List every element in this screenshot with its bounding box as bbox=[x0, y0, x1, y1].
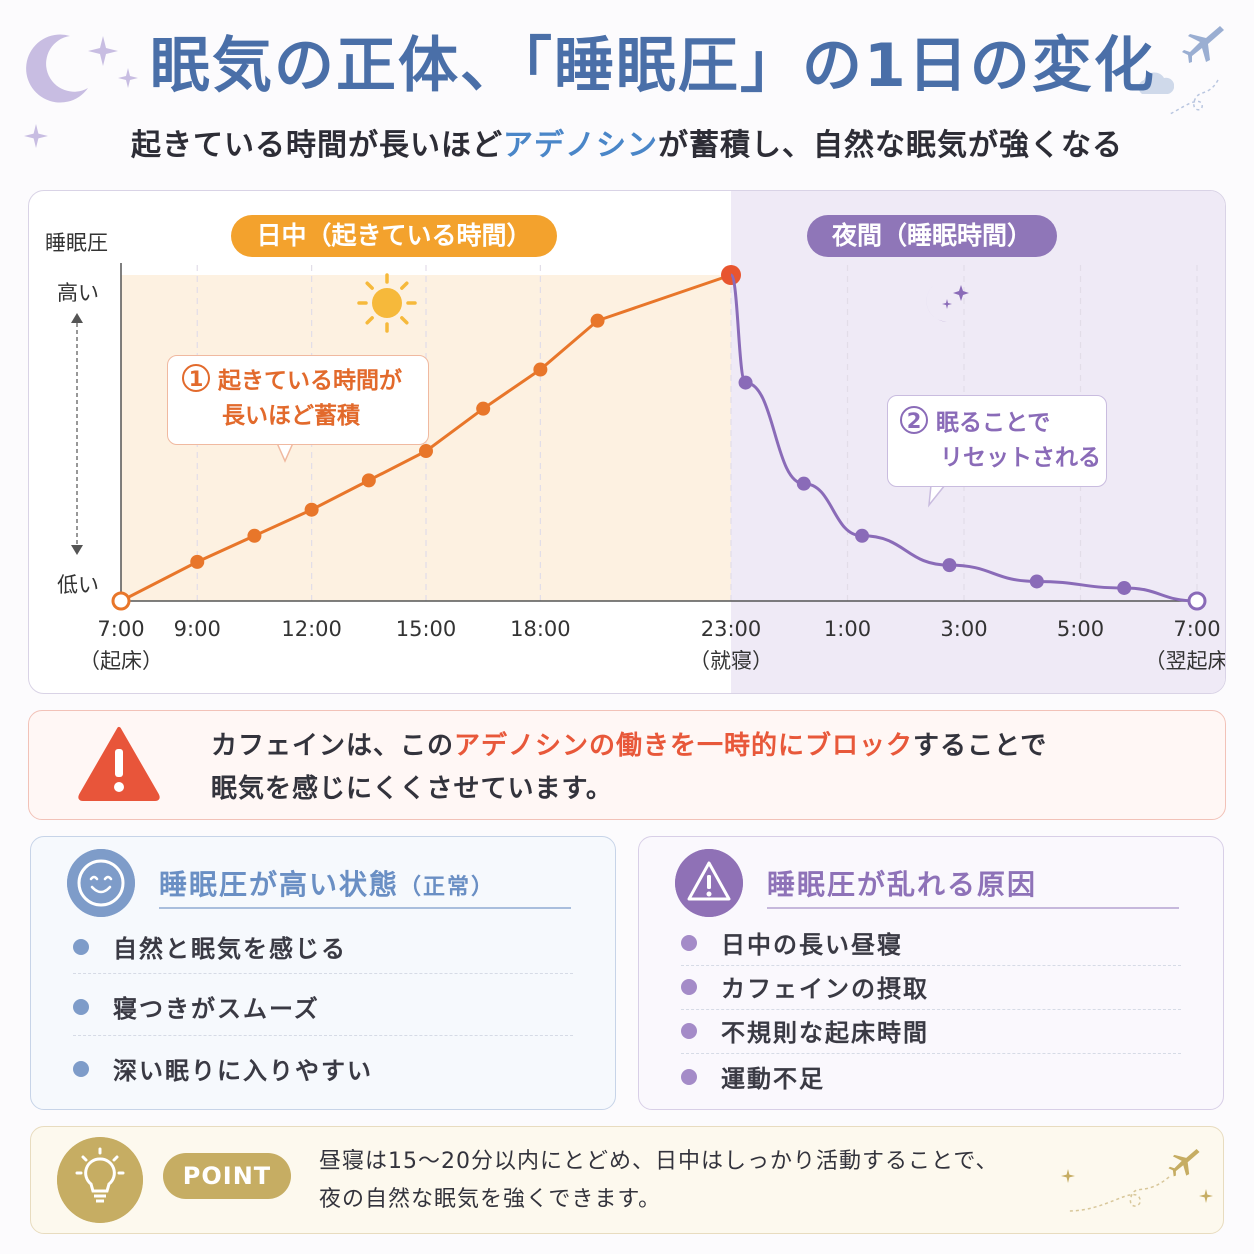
point-badge: POINT bbox=[163, 1153, 291, 1199]
page-title: 眠気の正体、「睡眠圧」の1日の変化 bbox=[150, 31, 1156, 101]
y-low-label: 低い bbox=[57, 573, 99, 597]
data-point bbox=[190, 554, 205, 569]
data-point bbox=[361, 473, 376, 488]
list-separator bbox=[681, 1053, 1181, 1054]
cloud-icon bbox=[1138, 72, 1174, 94]
list-item: 深い眠りに入りやすい bbox=[73, 1051, 573, 1086]
callout-pointer bbox=[276, 442, 294, 463]
nighttime-region-label: 夜間（睡眠時間） bbox=[807, 215, 1057, 257]
x-tick-label: 12:00 bbox=[281, 617, 342, 641]
y-axis-title: 睡眠圧 bbox=[45, 231, 108, 255]
sun-ray bbox=[365, 316, 374, 325]
point-panel: POINT 昼寝は15〜20分以内にとどめ、日中はしっかり活動することで、 夜の自… bbox=[30, 1126, 1224, 1234]
smile-icon bbox=[67, 849, 135, 917]
flight-path-decoration bbox=[1068, 1176, 1170, 1212]
x-tick-sublabel: （起床） bbox=[79, 649, 163, 673]
arrow-down-icon bbox=[71, 545, 83, 555]
sun-ray bbox=[400, 281, 409, 290]
airplane-icon bbox=[1182, 26, 1224, 63]
list-separator bbox=[73, 973, 573, 974]
x-tick-label: 18:00 bbox=[510, 617, 571, 641]
y-high-label: 高い bbox=[57, 281, 99, 305]
list-item: 寝つきがスムーズ bbox=[73, 989, 573, 1024]
list-item: 日中の長い昼寝 bbox=[681, 925, 1181, 960]
x-tick-label: 9:00 bbox=[173, 617, 221, 641]
airplane-icon bbox=[1168, 1149, 1200, 1177]
daytime-region-label: 日中（起きている時間） bbox=[231, 215, 557, 257]
callout-pointer bbox=[928, 484, 946, 508]
sparkle-icon bbox=[118, 68, 138, 88]
data-point bbox=[738, 375, 753, 390]
arrow-up-icon bbox=[71, 313, 83, 323]
sun-icon bbox=[372, 288, 402, 318]
data-point bbox=[855, 528, 870, 543]
moon-icon bbox=[26, 34, 88, 103]
chart-panel: 日中（起きている時間） 夜間（睡眠時間） 睡眠圧 高い 低い 7:00 （起床） 9… bbox=[28, 190, 1226, 694]
sun-ray bbox=[400, 316, 409, 325]
warning-icon bbox=[78, 727, 160, 801]
x-tick-label: 1:00 bbox=[823, 617, 872, 641]
high-pressure-panel: 睡眠圧が高い状態（正常） 自然と眠気を感じる 寝つきがスムーズ 深い眠りに入りや… bbox=[30, 836, 616, 1110]
disruption-causes-title: 睡眠圧が乱れる原因 bbox=[767, 868, 1038, 901]
x-tick-sublabel: （就寝） bbox=[689, 649, 773, 673]
series-line-day bbox=[120, 273, 732, 603]
sparkle-icon bbox=[24, 124, 48, 148]
list-item: 運動不足 bbox=[681, 1059, 1181, 1094]
x-tick-sublabel: （翌起床） bbox=[1144, 649, 1226, 673]
disruption-causes-panel: 睡眠圧が乱れる原因 日中の長い昼寝 カフェインの摂取 不規則な起床時間 運動不足 bbox=[638, 836, 1224, 1110]
x-tick-label: 23:00 （就寝） bbox=[671, 613, 791, 677]
list-item: 自然と眠気を感じる bbox=[73, 929, 573, 964]
data-point bbox=[419, 444, 433, 459]
point-text: 昼寝は15〜20分以内にとどめ、日中はしっかり活動することで、 夜の自然な眠気を強… bbox=[319, 1149, 999, 1212]
sparkle-icon bbox=[1199, 1189, 1213, 1203]
list-separator bbox=[681, 1009, 1181, 1010]
sparkle-icon bbox=[953, 285, 969, 301]
high-pressure-title: 睡眠圧が高い状態（正常） bbox=[159, 868, 496, 901]
sparkle-icon bbox=[1061, 1169, 1075, 1183]
data-point bbox=[304, 502, 319, 517]
list-separator bbox=[73, 1035, 573, 1036]
data-point bbox=[942, 558, 957, 573]
x-tick-label: 5:00 bbox=[1056, 617, 1105, 641]
list-item: カフェインの摂取 bbox=[681, 969, 1181, 1004]
data-point bbox=[1117, 580, 1132, 595]
data-point bbox=[590, 313, 605, 328]
data-point bbox=[111, 591, 131, 611]
x-tick-label: 15:00 bbox=[395, 617, 457, 641]
x-tick-label: 3:00 bbox=[940, 617, 988, 641]
page-subtitle: 起きている時間が長いほどアデノシンが蓄積し、自然な眠気が強くなる bbox=[131, 128, 1123, 163]
flight-path-decoration bbox=[1169, 79, 1219, 115]
list-item: 不規則な起床時間 bbox=[681, 1013, 1181, 1048]
caffeine-warning-text: カフェインは、このアデノシンの働きを一時的にブロックすることで 眠気を感じにくくさ… bbox=[211, 731, 1048, 804]
x-tick-label: 7:00 （起床） bbox=[61, 613, 181, 677]
data-point bbox=[476, 401, 491, 416]
annotation-accumulate: 1 起きている時間が 長いほど蓄積 bbox=[167, 355, 429, 445]
data-point bbox=[1187, 591, 1207, 611]
caffeine-warning-panel: カフェインは、このアデノシンの働きを一時的にブロックすることで 眠気を感じにくくさ… bbox=[28, 710, 1226, 820]
sparkle-icon bbox=[88, 36, 118, 66]
sun-ray bbox=[365, 281, 374, 290]
annotation-reset: 2 眠ることで リセットされる bbox=[887, 395, 1107, 487]
x-tick-label: 7:00（翌起床） bbox=[1137, 613, 1226, 677]
lightbulb-icon bbox=[57, 1137, 143, 1223]
sparkle-icon bbox=[942, 299, 952, 309]
data-point bbox=[533, 362, 548, 377]
data-point bbox=[796, 476, 811, 491]
list-separator bbox=[681, 965, 1181, 966]
title-rule bbox=[159, 907, 571, 909]
warning-icon bbox=[675, 849, 743, 917]
data-point bbox=[1029, 574, 1044, 589]
title-rule bbox=[767, 907, 1179, 909]
subtitle-highlight: アデノシン bbox=[503, 128, 658, 163]
data-point bbox=[247, 528, 262, 543]
